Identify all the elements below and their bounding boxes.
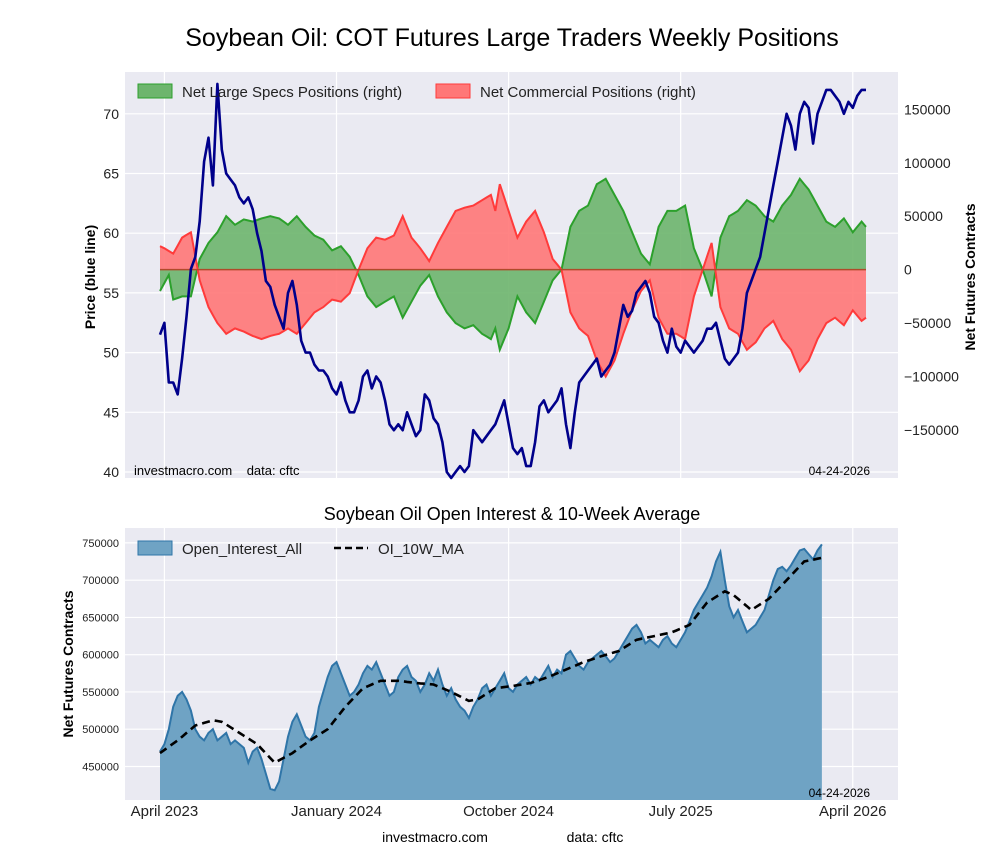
open-interest-title: Soybean Oil Open Interest & 10-Week Aver… [324, 504, 701, 524]
positions-legend: Net Large Specs Positions (right) Net Co… [137, 83, 696, 101]
price-tick-label: 70 [103, 106, 119, 122]
contracts-tick-label: 150000 [904, 101, 951, 117]
contracts-axis-ticks: −150000 −100000 −50000 0 50000 100000 150000 [904, 101, 959, 438]
area-specs [160, 178, 866, 350]
contracts-axis-label: Net Futures Contracts [962, 203, 978, 350]
positions-date-label: 04-24-2026 [809, 464, 871, 478]
price-tick-label: 60 [103, 225, 119, 241]
open-interest-tick-label: 550000 [82, 687, 119, 699]
contracts-tick-label: −100000 [904, 369, 959, 385]
legend-swatch-commercial [435, 83, 471, 99]
date-tick-label: April 2026 [819, 803, 887, 820]
date-axis-ticks: April 2023 January 2024 October 2024 July 2… [131, 803, 887, 820]
contracts-tick-label: 50000 [904, 208, 943, 224]
date-tick-label: October 2024 [463, 803, 554, 820]
legend-label-commercial: Net Commercial Positions (right) [480, 84, 696, 101]
open-interest-tick-label: 650000 [82, 612, 119, 624]
price-tick-label: 55 [103, 285, 119, 301]
price-tick-label: 40 [103, 464, 119, 480]
open-interest-area [160, 544, 822, 800]
price-axis-ticks: 40 45 50 55 60 65 70 [103, 106, 119, 480]
chart-title: Soybean Oil: COT Futures Large Traders W… [185, 24, 839, 52]
footer-site: investmacro.com [382, 829, 488, 845]
footer-data: data: cftc [567, 829, 624, 845]
contracts-tick-label: 0 [904, 262, 912, 278]
open-interest-legend: Open_Interest_All OI_10W_MA [137, 540, 464, 558]
legend-label-moving-average: OI_10W_MA [378, 541, 464, 558]
contracts-tick-label: −50000 [904, 315, 951, 331]
open-interest-tick-label: 600000 [82, 650, 119, 662]
positions-area-fills [159, 177, 867, 379]
date-tick-label: January 2024 [291, 803, 382, 820]
price-tick-label: 45 [103, 404, 119, 420]
open-interest-date-label: 04-24-2026 [809, 786, 871, 800]
open-interest-area-fills [159, 543, 823, 800]
open-interest-tick-label: 450000 [82, 761, 119, 773]
open-interest-axis-ticks: 450000 500000 550000 600000 650000 700000 7500… [82, 538, 119, 774]
open-interest-axis-label: Net Futures Contracts [60, 590, 76, 737]
legend-swatch-open-interest [137, 540, 173, 556]
area-commercial [160, 184, 866, 377]
price-tick-label: 50 [103, 345, 119, 361]
price-axis-label: Price (blue line) [82, 225, 98, 329]
positions-lines [158, 82, 866, 480]
date-tick-label: April 2023 [131, 803, 199, 820]
open-interest-tick-label: 500000 [82, 724, 119, 736]
price-tick-label: 65 [103, 166, 119, 182]
line-specs [159, 177, 867, 354]
price-line [158, 82, 866, 480]
legend-label-specs: Net Large Specs Positions (right) [182, 84, 402, 101]
date-tick-label: July 2025 [649, 803, 713, 820]
open-interest-tick-label: 750000 [82, 538, 119, 550]
moving-average-line [159, 556, 823, 765]
open-interest-line [159, 543, 823, 792]
legend-swatch-specs [137, 83, 173, 99]
open-interest-tick-label: 700000 [82, 575, 119, 587]
contracts-tick-label: −150000 [904, 422, 959, 438]
legend-label-open-interest: Open_Interest_All [182, 541, 302, 558]
contracts-tick-label: 100000 [904, 155, 951, 171]
open-interest-panel: Soybean Oil Open Interest & 10-Week Aver… [60, 504, 898, 820]
positions-source-note: investmacro.com data: cftc [134, 463, 300, 478]
positions-panel: 40 45 50 55 60 65 70 −150000 −100000 −50000 0 5000… [82, 72, 978, 480]
open-interest-lines [159, 556, 823, 765]
line-commercial [159, 183, 867, 379]
